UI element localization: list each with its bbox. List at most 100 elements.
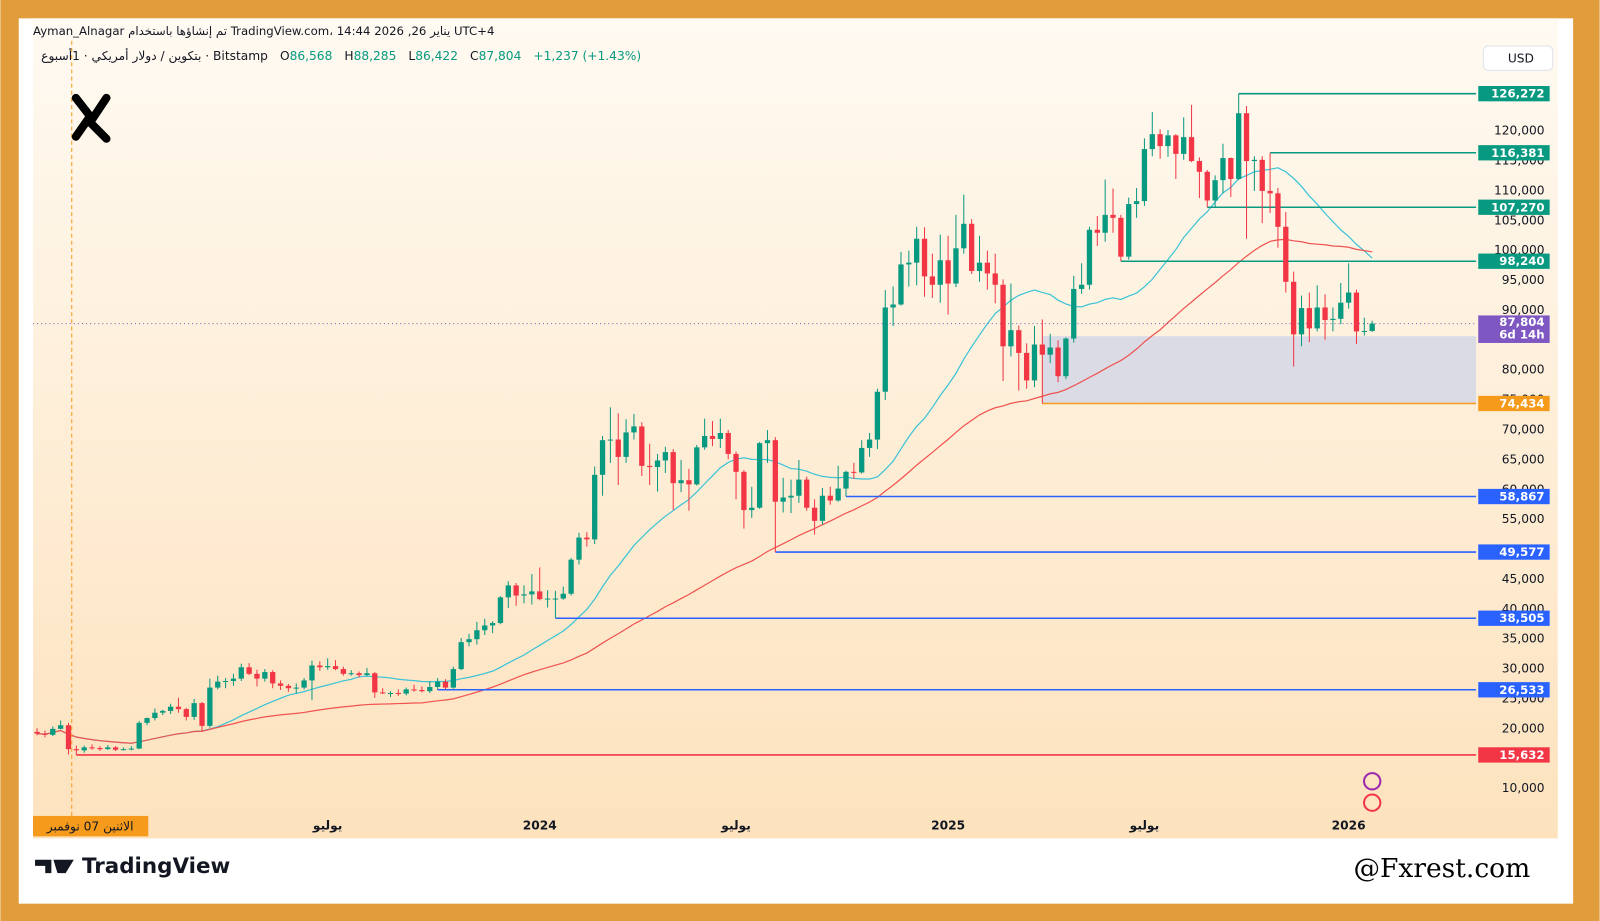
candle-body <box>898 264 904 305</box>
level-tag <box>1478 86 1550 102</box>
ohlc-value: 86,422 <box>415 49 458 63</box>
candle-body <box>42 733 48 735</box>
candle-body <box>1133 201 1140 205</box>
candle-body <box>270 672 276 684</box>
candle-body <box>301 680 307 688</box>
level-tag <box>1478 145 1550 161</box>
candle-body <box>1306 308 1313 329</box>
candle-body <box>50 728 56 735</box>
candle-body <box>222 681 229 683</box>
candle-body <box>1188 137 1195 162</box>
ohlc-key: L <box>408 49 415 63</box>
candle-body <box>1314 307 1320 329</box>
watermark: @Fxrest.com <box>1353 853 1530 884</box>
y-tick-label: 110,000 <box>1494 183 1545 197</box>
candle-body <box>670 452 676 484</box>
candle-body <box>238 667 244 679</box>
candle-body <box>285 685 292 689</box>
candle-body <box>411 689 417 691</box>
candle-body <box>992 273 998 285</box>
candle-body <box>764 440 771 444</box>
level-tag-label: 58,867 <box>1499 490 1544 504</box>
level-tag-label: 116,381 <box>1491 146 1544 160</box>
ohlc-value: 87,804 <box>479 49 522 63</box>
candle-body <box>65 725 72 750</box>
countdown: 6d 14h <box>1499 327 1544 341</box>
moving-average <box>37 238 1373 744</box>
candle-body <box>152 712 158 719</box>
candle-body <box>482 625 488 631</box>
y-tick-label: 55,000 <box>1502 512 1545 526</box>
brand: TradingView <box>82 854 231 879</box>
currency-button[interactable] <box>1482 45 1554 71</box>
crosshair-tag <box>33 815 149 837</box>
candle-body <box>387 692 394 694</box>
candle-body <box>1283 226 1289 282</box>
candle-body <box>701 435 708 448</box>
candle-body <box>1110 214 1116 218</box>
candle-body <box>969 223 975 272</box>
candle-body <box>552 598 559 600</box>
candle-body <box>1267 190 1273 194</box>
candle-body <box>961 223 967 249</box>
candle-body <box>599 440 606 475</box>
candle-body <box>1330 318 1336 321</box>
candle-body <box>1338 302 1344 319</box>
level-tag-label: 98,240 <box>1499 254 1544 268</box>
candle-body <box>639 426 645 466</box>
candle-body <box>105 747 111 750</box>
candle-body <box>167 706 174 711</box>
candle-body <box>1118 217 1124 257</box>
moving-average <box>37 167 1373 744</box>
level-tag-label: 38,505 <box>1499 611 1544 625</box>
candle-body <box>647 465 653 468</box>
candle-body <box>450 669 456 688</box>
candle-body <box>199 703 205 726</box>
candle-body <box>1157 134 1163 147</box>
candle-body <box>749 507 755 511</box>
candle-body <box>772 440 778 502</box>
y-tick-label: 30,000 <box>1502 662 1545 676</box>
zone <box>1042 336 1477 404</box>
level-tag <box>1478 682 1550 698</box>
event-icon[interactable] <box>1363 793 1382 812</box>
candle-body <box>57 725 64 729</box>
candle-body <box>1149 134 1155 150</box>
candle-body <box>1361 330 1367 332</box>
candle-body <box>175 706 182 710</box>
candle-body <box>537 591 543 600</box>
currency[interactable]: USD <box>1508 52 1534 66</box>
candle-body <box>427 686 433 692</box>
candle-body <box>1141 149 1148 202</box>
candle-body <box>489 623 496 626</box>
candle-body <box>725 432 731 454</box>
candle-body <box>709 435 716 439</box>
level-tag <box>1478 253 1550 269</box>
ohlc-key: O <box>280 49 290 63</box>
level-tag-label: 126,272 <box>1491 87 1544 101</box>
y-tick-label: 105,000 <box>1494 213 1545 227</box>
candle-body <box>1094 229 1100 233</box>
candle-body <box>112 747 119 750</box>
candle-body <box>262 672 268 679</box>
symbol-line: بتكوين / دولار أمريكي · 1أسبوع · Bitstam… <box>41 48 641 64</box>
candle-body <box>34 731 40 734</box>
candle-body <box>73 749 80 751</box>
y-tick-label: 80,000 <box>1502 363 1545 377</box>
candle-body <box>1165 135 1171 147</box>
candle-body <box>717 432 723 439</box>
candle-body <box>843 471 849 489</box>
candle-body <box>419 689 425 692</box>
candle-body <box>819 495 826 521</box>
candle-body <box>890 304 896 308</box>
candle-body <box>835 488 841 501</box>
candle-body <box>882 307 888 392</box>
candle-body <box>615 439 621 457</box>
candle-body <box>191 703 197 717</box>
candle-body <box>230 678 237 682</box>
event-icon[interactable] <box>1363 772 1382 791</box>
candle-body <box>631 426 637 433</box>
crosshair-label: الاثنين 07 نوفمبر <box>46 820 134 835</box>
candle-body <box>136 722 142 749</box>
candle-body <box>215 681 221 688</box>
